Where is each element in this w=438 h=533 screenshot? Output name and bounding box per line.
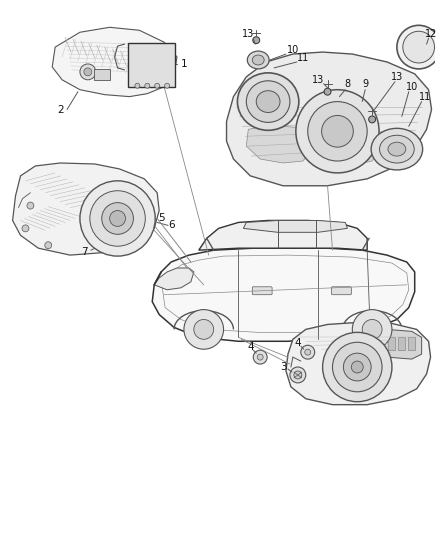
Circle shape	[135, 83, 140, 88]
Text: 10: 10	[406, 82, 418, 92]
Circle shape	[155, 83, 160, 88]
FancyBboxPatch shape	[252, 287, 272, 295]
Circle shape	[397, 26, 438, 69]
Circle shape	[332, 342, 382, 392]
Circle shape	[343, 353, 371, 381]
Circle shape	[323, 333, 392, 402]
Circle shape	[80, 64, 96, 80]
Circle shape	[27, 202, 34, 209]
Circle shape	[253, 37, 260, 44]
Circle shape	[147, 215, 153, 221]
Text: 5: 5	[158, 213, 164, 223]
Ellipse shape	[247, 51, 269, 69]
Polygon shape	[226, 52, 431, 186]
Circle shape	[253, 350, 267, 364]
Circle shape	[144, 207, 151, 214]
Text: 12: 12	[425, 29, 438, 39]
Ellipse shape	[256, 91, 280, 112]
Ellipse shape	[252, 55, 264, 65]
Circle shape	[82, 215, 88, 221]
Text: 3: 3	[280, 362, 286, 372]
Polygon shape	[314, 128, 379, 165]
Polygon shape	[52, 27, 177, 96]
Text: 4: 4	[247, 342, 254, 352]
Circle shape	[110, 211, 126, 227]
Circle shape	[351, 361, 363, 373]
Circle shape	[184, 310, 223, 349]
Circle shape	[145, 83, 150, 88]
Circle shape	[305, 349, 311, 355]
Text: 2: 2	[57, 104, 64, 115]
Polygon shape	[286, 322, 431, 405]
Circle shape	[296, 90, 379, 173]
Circle shape	[22, 225, 29, 232]
Ellipse shape	[380, 135, 414, 163]
Text: 1: 1	[180, 59, 187, 69]
Circle shape	[257, 354, 263, 360]
FancyBboxPatch shape	[389, 337, 396, 350]
Circle shape	[294, 371, 302, 379]
Ellipse shape	[371, 128, 423, 170]
Circle shape	[45, 242, 52, 249]
Circle shape	[321, 116, 353, 147]
FancyBboxPatch shape	[332, 287, 351, 295]
Circle shape	[115, 183, 120, 189]
Circle shape	[102, 203, 134, 235]
Circle shape	[80, 181, 155, 256]
Circle shape	[194, 319, 214, 340]
Text: 7: 7	[81, 247, 88, 257]
Circle shape	[115, 248, 120, 254]
Text: 13: 13	[311, 75, 324, 85]
Circle shape	[369, 116, 376, 123]
Circle shape	[290, 367, 306, 383]
Text: 11: 11	[418, 92, 431, 102]
Polygon shape	[13, 163, 159, 255]
Polygon shape	[154, 268, 194, 290]
Text: 13: 13	[391, 72, 403, 82]
Ellipse shape	[388, 142, 406, 156]
Circle shape	[84, 68, 92, 76]
Ellipse shape	[237, 73, 299, 130]
Circle shape	[116, 240, 123, 247]
Polygon shape	[379, 329, 422, 359]
Text: 4: 4	[294, 338, 301, 348]
Text: 13: 13	[242, 29, 254, 39]
Text: 10: 10	[287, 45, 299, 55]
FancyBboxPatch shape	[408, 337, 415, 350]
FancyBboxPatch shape	[399, 337, 405, 350]
Circle shape	[324, 88, 331, 95]
Circle shape	[301, 345, 314, 359]
Circle shape	[352, 310, 392, 349]
Polygon shape	[152, 248, 415, 341]
Circle shape	[90, 191, 145, 246]
Circle shape	[308, 102, 367, 161]
Polygon shape	[246, 125, 313, 163]
Polygon shape	[244, 221, 347, 232]
Text: 8: 8	[344, 79, 350, 89]
FancyBboxPatch shape	[94, 69, 110, 80]
Text: 9: 9	[362, 79, 368, 89]
Circle shape	[165, 83, 170, 88]
Text: 11: 11	[297, 53, 309, 63]
FancyBboxPatch shape	[128, 43, 175, 87]
Circle shape	[403, 31, 434, 63]
Polygon shape	[199, 221, 367, 250]
Text: 6: 6	[169, 220, 175, 230]
Ellipse shape	[246, 81, 290, 123]
Circle shape	[362, 319, 382, 340]
